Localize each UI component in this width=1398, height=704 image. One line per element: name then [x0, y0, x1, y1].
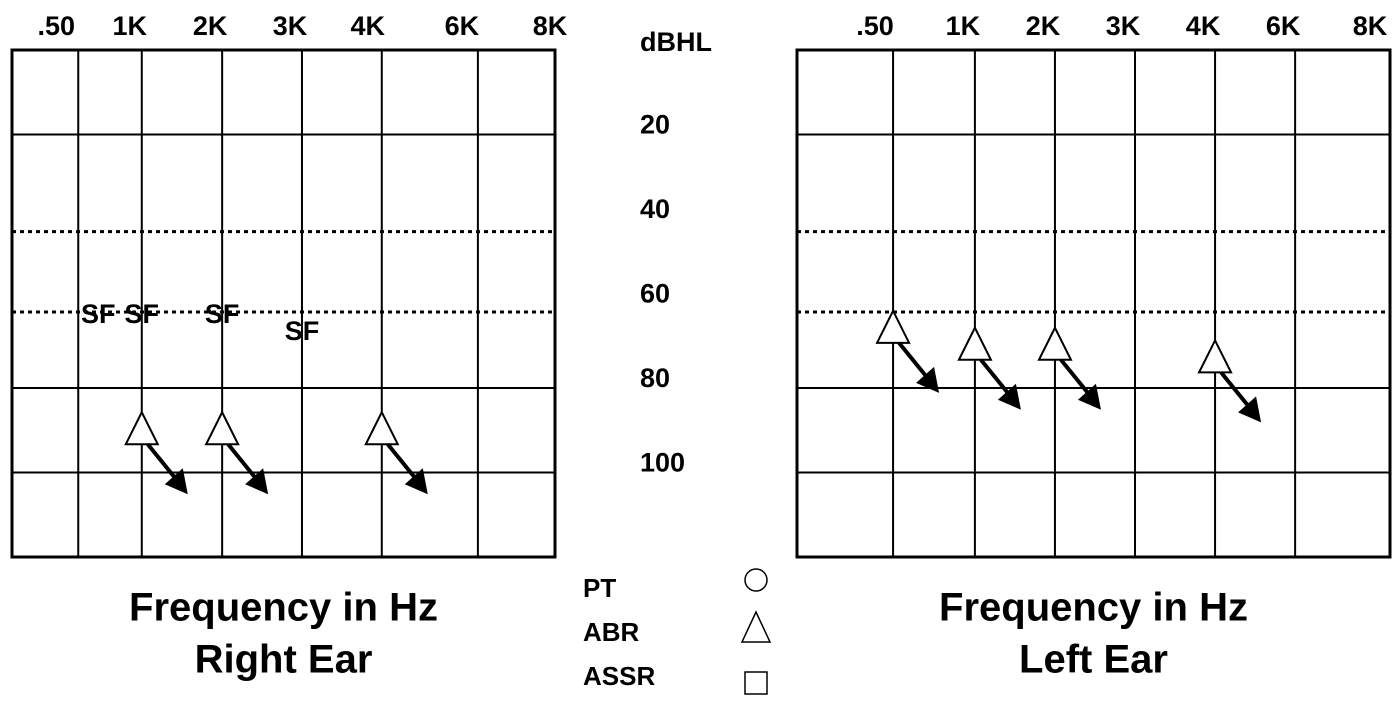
sf-label: SF — [125, 299, 160, 329]
legend-label: ASSR — [583, 661, 655, 691]
legend-triangle — [740, 610, 772, 643]
x-tick-label: 2K — [1026, 11, 1061, 41]
y-tick-label: 20 — [640, 110, 670, 140]
no-response-arrowhead — [164, 468, 188, 495]
ear-label: Right Ear — [195, 638, 373, 682]
plot-frame — [795, 48, 1392, 559]
legend-square — [744, 671, 768, 695]
no-response-arrow — [226, 442, 260, 483]
x-tick-label: 4K — [351, 11, 386, 41]
x-tick-label: 3K — [273, 11, 308, 41]
abr-marker — [875, 308, 911, 344]
no-response-arrow — [897, 341, 931, 382]
y-tick-label: 60 — [640, 279, 670, 309]
legend-circle — [744, 568, 768, 592]
no-response-arrowhead — [1238, 396, 1262, 423]
y-axis-label: dBHL — [640, 27, 712, 57]
x-tick-label: .50 — [856, 11, 894, 41]
abr-marker — [364, 410, 400, 446]
no-response-arrow — [1059, 358, 1093, 399]
x-tick-label: 8K — [1353, 11, 1388, 41]
abr-marker — [957, 325, 993, 361]
no-response-arrowhead — [916, 366, 940, 393]
sf-label: SF — [285, 316, 320, 346]
y-tick-label: 40 — [640, 194, 670, 224]
x-tick-label: 6K — [445, 11, 480, 41]
x-axis-label: Frequency in Hz — [939, 586, 1248, 630]
no-response-arrow — [1219, 371, 1253, 411]
abr-marker — [204, 410, 240, 446]
y-tick-label: 100 — [640, 448, 685, 478]
plot-frame — [10, 48, 557, 559]
x-tick-label: 8K — [533, 11, 568, 41]
sf-label: SF — [81, 299, 116, 329]
no-response-arrow — [386, 442, 420, 483]
x-tick-label: 3K — [1106, 11, 1141, 41]
x-tick-label: 2K — [193, 11, 228, 41]
no-response-arrow — [979, 358, 1013, 399]
no-response-arrow — [146, 442, 180, 483]
legend-label: ABR — [583, 617, 640, 647]
x-tick-label: 1K — [946, 11, 981, 41]
abr-marker — [124, 410, 160, 446]
x-tick-label: 6K — [1266, 11, 1301, 41]
legend-label: PT — [583, 573, 616, 603]
abr-marker — [1197, 338, 1233, 374]
no-response-arrowhead — [997, 383, 1021, 410]
no-response-arrowhead — [1077, 383, 1101, 410]
y-tick-label: 80 — [640, 363, 670, 393]
no-response-arrowhead — [245, 468, 269, 495]
x-tick-label: .50 — [37, 11, 75, 41]
ear-label: Left Ear — [1019, 638, 1168, 682]
x-tick-label: 4K — [1186, 11, 1221, 41]
x-tick-label: 1K — [113, 11, 148, 41]
no-response-arrowhead — [404, 468, 428, 495]
x-axis-label: Frequency in Hz — [129, 586, 438, 630]
sf-label: SF — [205, 299, 240, 329]
abr-marker — [1037, 325, 1073, 361]
